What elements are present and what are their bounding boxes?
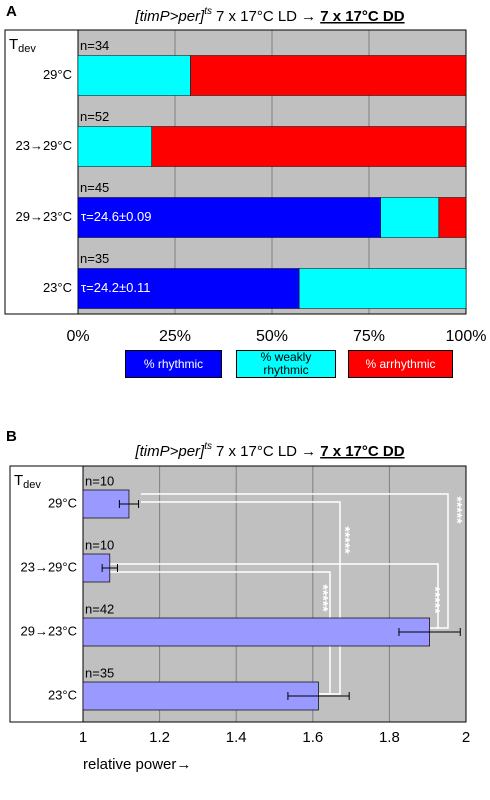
n-label: n=35	[80, 251, 109, 266]
category-label: 29°C	[43, 67, 72, 82]
bar-segment	[298, 268, 467, 309]
panel-label: B	[6, 428, 17, 445]
n-label: n=10	[85, 473, 114, 488]
title-genotype: [timP>per]	[134, 8, 205, 25]
x-tick-label: 2	[462, 729, 470, 746]
bar	[82, 681, 319, 711]
n-label: n=45	[80, 180, 109, 195]
plot-border	[77, 29, 467, 315]
x-axis-title: relative power→	[83, 756, 191, 773]
bracket	[91, 563, 439, 629]
bar-segment	[77, 126, 152, 167]
error-bar	[118, 500, 140, 508]
category-label: 29→23°C	[15, 209, 72, 224]
y-axis-title: Tdev	[14, 472, 41, 491]
x-tick-label: 50%	[256, 328, 288, 345]
n-label: n=35	[85, 665, 114, 680]
x-tick-label: 1.8	[379, 729, 400, 746]
bar-segment	[151, 126, 467, 167]
y-axis-title-sub: dev	[18, 43, 36, 55]
bar-label: τ=24.2±0.11	[81, 280, 151, 295]
significance-label: *****	[449, 496, 465, 524]
bar-label: τ=24.6±0.09	[81, 209, 151, 224]
bar-segment	[190, 55, 467, 96]
x-tick-label: 1	[79, 729, 87, 746]
category-label: 23→29°C	[15, 138, 72, 153]
title-superscript: ts	[204, 6, 212, 17]
bar-segment	[380, 197, 440, 238]
label-column	[4, 29, 79, 315]
x-tick-label: 100%	[446, 328, 487, 345]
n-label: n=42	[85, 601, 114, 616]
x-tick-label: 1.6	[302, 729, 323, 746]
category-label: 23°C	[43, 280, 72, 295]
category-label: 29°C	[48, 495, 77, 510]
x-tick-label: 1.4	[226, 729, 247, 746]
x-tick-label: 75%	[353, 328, 385, 345]
y-axis-title-main: T	[9, 36, 18, 53]
category-label: 23°C	[48, 687, 77, 702]
y-axis-title: Tdev	[9, 36, 36, 55]
y-axis-title-main: T	[14, 472, 23, 489]
plot-border	[82, 465, 467, 723]
chart-title: [timP>per]ts 7 x 17°C LD → 7 x 17°C DD	[134, 441, 404, 460]
panel-label: A	[6, 3, 17, 20]
y-axis-title-sub: dev	[23, 479, 41, 491]
legend-entry: % arrhythmic	[348, 350, 453, 378]
x-tick-label: 25%	[159, 328, 191, 345]
bar	[82, 617, 430, 647]
significance-label: *****	[427, 586, 443, 614]
bar-segment	[77, 268, 300, 309]
legend-entry: % weakly rhythmic	[236, 350, 336, 378]
error-bar	[398, 628, 461, 636]
legend-entry: % rhythmic	[125, 350, 222, 378]
category-label: 29→23°C	[20, 623, 77, 638]
significance-label: *****	[337, 526, 353, 554]
label-column	[9, 465, 84, 723]
bar-segment	[77, 197, 381, 238]
n-label: n=52	[80, 109, 109, 124]
title-genotype: [timP>per]	[134, 443, 205, 460]
n-label: n=34	[80, 38, 109, 53]
error-bar	[101, 564, 118, 572]
chart-title: [timP>per]ts 7 x 17°C LD → 7 x 17°C DD	[134, 6, 404, 25]
x-tick-label: 0%	[66, 328, 89, 345]
title-ld: 7 x 17°C LD →	[216, 443, 316, 460]
n-label: n=10	[85, 537, 114, 552]
title-dd: 7 x 17°C DD	[320, 443, 405, 460]
x-tick-label: 1.2	[149, 729, 170, 746]
title-superscript: ts	[204, 441, 212, 452]
title-ld: 7 x 17°C LD →	[216, 8, 316, 25]
significance-label: *****	[315, 584, 331, 612]
plot-area	[82, 465, 467, 723]
bracket	[141, 493, 449, 629]
bar-segment	[77, 55, 191, 96]
category-label: 23→29°C	[20, 559, 77, 574]
error-bar	[287, 692, 350, 700]
title-dd: 7 x 17°C DD	[320, 8, 405, 25]
bar-segment	[438, 197, 467, 238]
